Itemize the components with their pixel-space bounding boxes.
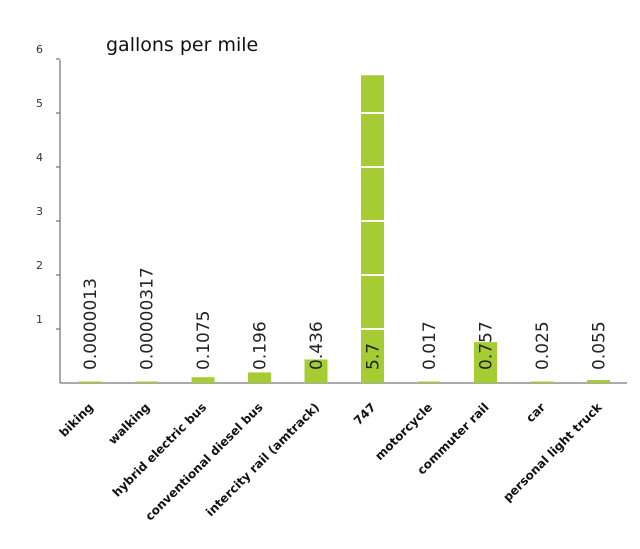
data-label: 0.196 — [251, 321, 271, 370]
x-tick-label: 747 — [351, 400, 379, 428]
x-tick-label: hybrid electric bus — [110, 400, 209, 499]
y-tick-label: 4 — [36, 151, 43, 164]
x-tick-label: intercity rail (amtrack) — [203, 400, 322, 519]
y-tick-label: 3 — [36, 205, 43, 218]
y-tick-label: 1 — [36, 313, 43, 326]
data-label: 5.7 — [364, 343, 384, 370]
bar — [530, 381, 554, 383]
bar — [417, 381, 441, 383]
data-label: 0.055 — [590, 321, 610, 370]
data-label: 0.757 — [477, 321, 497, 370]
x-tick-label: car — [523, 400, 548, 425]
y-tick-label: 6 — [36, 43, 43, 56]
bar — [587, 380, 610, 383]
x-tick-label: personal light truck — [500, 400, 605, 505]
data-label: 0.0000013 — [81, 278, 101, 370]
y-tick-label: 2 — [36, 259, 43, 272]
bar — [191, 377, 215, 383]
x-tick-label: walking — [106, 400, 153, 447]
y-tick-label: 5 — [36, 97, 43, 110]
x-tick-label: conventional diesel bus — [142, 400, 265, 523]
data-label: 0.00000317 — [138, 267, 158, 370]
bar — [135, 381, 158, 383]
bar — [78, 381, 102, 383]
chart-title: gallons per mile — [106, 34, 258, 56]
bar — [361, 75, 384, 383]
bars-group — [78, 75, 610, 383]
data-label: 0.025 — [533, 321, 553, 370]
data-label: 0.1075 — [194, 311, 214, 370]
x-tick-label: motorcycle — [372, 400, 435, 463]
data-label: 0.436 — [307, 321, 327, 370]
y-axis: 1 2 3 4 5 6 — [36, 43, 61, 383]
bar — [474, 342, 497, 383]
bar — [304, 359, 328, 383]
data-labels-group: 0.0000013 0.00000317 0.1075 0.196 0.436 5.7 0.… — [81, 267, 610, 370]
bar — [248, 372, 271, 383]
data-label: 0.017 — [420, 321, 440, 370]
x-tick-label: biking — [57, 400, 97, 440]
